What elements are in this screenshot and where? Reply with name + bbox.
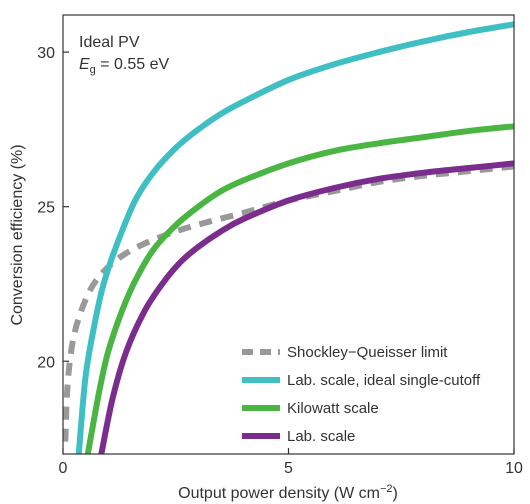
annotation-line2: Eg = 0.55 eV — [79, 56, 170, 76]
legend-label-0: Shockley−Queisser limit — [287, 344, 448, 361]
series-line-2 — [84, 123, 514, 454]
annotation-line1: Ideal PV — [79, 34, 140, 51]
x-axis-label-main: Output power density (W cm — [178, 485, 380, 502]
y-tick-label-1: 25 — [37, 200, 55, 217]
series-layer — [63, 21, 514, 454]
eg-symbol: E — [79, 56, 90, 73]
series-line-1 — [75, 21, 514, 454]
y-axis-label: Conversion efficiency (%) — [9, 144, 26, 325]
series-line-0 — [63, 163, 514, 442]
x-axis-label-close: ) — [393, 485, 398, 502]
y-tick-label-0: 20 — [37, 354, 55, 371]
legend-label-3: Lab. scale — [287, 428, 355, 445]
x-axis-label-exp: −2 — [380, 483, 393, 495]
series-line-3 — [98, 160, 514, 454]
x-axis-label: Output power density (W cm−2) — [178, 483, 398, 502]
x-tick-label-2: 10 — [505, 460, 523, 477]
eg-value: = 0.55 eV — [96, 56, 170, 73]
x-tick-label-0: 0 — [59, 460, 68, 477]
ticks-layer: 0 5 10 20 25 30 — [37, 45, 523, 477]
x-tick-label-1: 5 — [284, 460, 293, 477]
eg-subscript: g — [90, 64, 96, 76]
legend: Shockley−Queisser limit Lab. scale, ideal… — [242, 344, 481, 445]
y-tick-label-2: 30 — [37, 45, 55, 62]
legend-label-2: Kilowatt scale — [287, 400, 379, 417]
legend-label-1: Lab. scale, ideal single-cutoff — [287, 372, 481, 389]
